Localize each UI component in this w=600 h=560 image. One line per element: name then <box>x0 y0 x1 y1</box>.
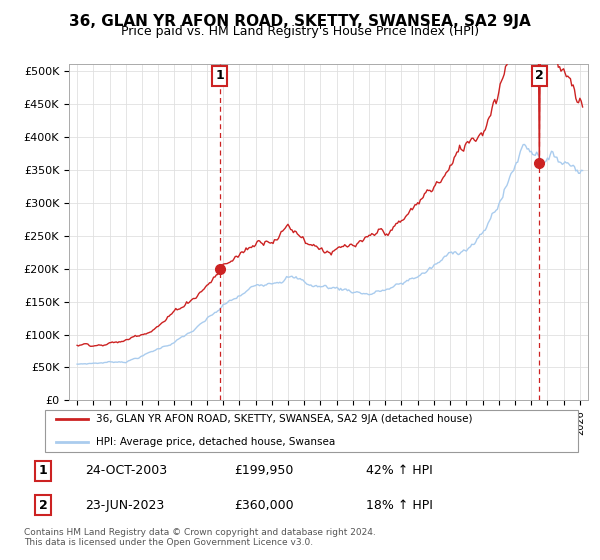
Text: Contains HM Land Registry data © Crown copyright and database right 2024.
This d: Contains HM Land Registry data © Crown c… <box>24 528 376 547</box>
FancyBboxPatch shape <box>45 409 578 452</box>
Text: 24-OCT-2003: 24-OCT-2003 <box>85 464 167 477</box>
Text: HPI: Average price, detached house, Swansea: HPI: Average price, detached house, Swan… <box>96 437 335 447</box>
Text: 36, GLAN YR AFON ROAD, SKETTY, SWANSEA, SA2 9JA (detached house): 36, GLAN YR AFON ROAD, SKETTY, SWANSEA, … <box>96 414 473 424</box>
Text: 2: 2 <box>535 69 544 82</box>
Text: £199,950: £199,950 <box>234 464 293 477</box>
Text: 42% ↑ HPI: 42% ↑ HPI <box>366 464 433 477</box>
Text: 36, GLAN YR AFON ROAD, SKETTY, SWANSEA, SA2 9JA: 36, GLAN YR AFON ROAD, SKETTY, SWANSEA, … <box>69 14 531 29</box>
Text: 2: 2 <box>39 498 47 512</box>
Text: 23-JUN-2023: 23-JUN-2023 <box>85 498 164 512</box>
Text: 1: 1 <box>215 69 224 82</box>
Text: 1: 1 <box>39 464 47 477</box>
Text: 18% ↑ HPI: 18% ↑ HPI <box>366 498 433 512</box>
Text: Price paid vs. HM Land Registry's House Price Index (HPI): Price paid vs. HM Land Registry's House … <box>121 25 479 38</box>
Text: £360,000: £360,000 <box>234 498 293 512</box>
